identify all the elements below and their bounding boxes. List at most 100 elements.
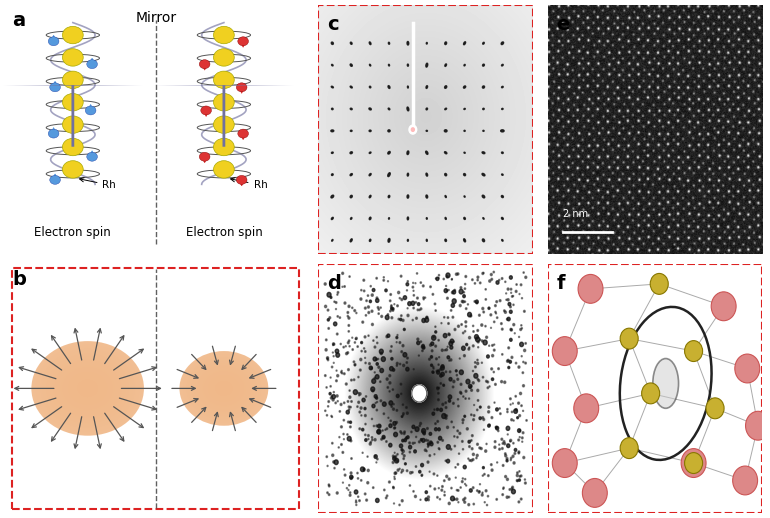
Circle shape <box>470 414 472 415</box>
Circle shape <box>525 276 527 279</box>
Circle shape <box>507 288 509 290</box>
Circle shape <box>345 383 347 385</box>
Circle shape <box>334 301 335 303</box>
Circle shape <box>425 439 427 441</box>
Circle shape <box>447 356 450 359</box>
Circle shape <box>364 307 367 309</box>
Circle shape <box>353 361 355 363</box>
Circle shape <box>343 439 344 440</box>
Circle shape <box>521 328 522 329</box>
Circle shape <box>469 445 470 448</box>
Circle shape <box>500 323 502 325</box>
Circle shape <box>386 497 387 499</box>
Circle shape <box>457 430 458 431</box>
Circle shape <box>350 440 352 442</box>
Circle shape <box>401 500 403 502</box>
Circle shape <box>182 353 266 423</box>
Circle shape <box>458 453 460 454</box>
Circle shape <box>189 359 258 418</box>
Circle shape <box>399 468 400 469</box>
Circle shape <box>380 400 382 402</box>
Circle shape <box>517 480 518 482</box>
Circle shape <box>415 301 417 303</box>
Circle shape <box>449 341 453 346</box>
Ellipse shape <box>350 108 352 110</box>
Circle shape <box>499 279 500 281</box>
Circle shape <box>330 397 332 399</box>
Circle shape <box>706 398 724 419</box>
Circle shape <box>474 283 476 284</box>
Circle shape <box>460 383 462 385</box>
Circle shape <box>75 378 100 399</box>
Circle shape <box>215 381 233 396</box>
Ellipse shape <box>501 64 504 66</box>
Circle shape <box>504 443 506 445</box>
Circle shape <box>464 501 466 503</box>
Circle shape <box>372 390 373 392</box>
Circle shape <box>208 375 239 401</box>
Circle shape <box>196 364 253 412</box>
Circle shape <box>506 457 508 459</box>
Circle shape <box>479 491 480 492</box>
Circle shape <box>366 396 367 397</box>
Circle shape <box>336 294 338 295</box>
Circle shape <box>464 288 466 290</box>
Circle shape <box>437 428 440 431</box>
Circle shape <box>324 375 326 377</box>
Ellipse shape <box>388 130 390 132</box>
Circle shape <box>486 336 487 338</box>
Circle shape <box>373 340 374 341</box>
Circle shape <box>348 317 350 319</box>
Circle shape <box>497 317 498 319</box>
Circle shape <box>385 315 389 320</box>
Circle shape <box>188 358 259 419</box>
Circle shape <box>434 303 436 305</box>
Circle shape <box>390 300 391 301</box>
Circle shape <box>359 393 361 395</box>
Circle shape <box>356 312 357 313</box>
Circle shape <box>510 328 512 330</box>
Circle shape <box>344 474 346 476</box>
Ellipse shape <box>350 174 353 176</box>
Ellipse shape <box>331 195 333 198</box>
Circle shape <box>62 138 83 156</box>
Circle shape <box>478 314 480 316</box>
Circle shape <box>478 380 480 382</box>
Circle shape <box>33 343 142 434</box>
Circle shape <box>507 478 508 481</box>
Circle shape <box>470 389 473 391</box>
Circle shape <box>350 477 352 480</box>
Circle shape <box>432 371 434 373</box>
Circle shape <box>462 478 464 479</box>
Ellipse shape <box>464 64 465 66</box>
Circle shape <box>481 340 483 342</box>
Ellipse shape <box>388 108 390 110</box>
Circle shape <box>489 280 490 282</box>
Circle shape <box>329 485 330 487</box>
Circle shape <box>438 436 442 440</box>
Circle shape <box>397 394 399 398</box>
Circle shape <box>351 458 352 459</box>
Circle shape <box>516 284 517 285</box>
Ellipse shape <box>501 152 504 153</box>
Circle shape <box>418 441 420 443</box>
Circle shape <box>504 381 506 383</box>
Circle shape <box>465 398 466 399</box>
Circle shape <box>445 407 447 409</box>
Circle shape <box>332 395 336 399</box>
Circle shape <box>477 341 479 343</box>
Circle shape <box>44 352 131 425</box>
Circle shape <box>501 354 503 355</box>
Circle shape <box>461 440 463 442</box>
Circle shape <box>334 467 335 469</box>
Circle shape <box>495 311 496 313</box>
Circle shape <box>377 358 379 359</box>
Ellipse shape <box>445 174 447 176</box>
Circle shape <box>340 443 343 445</box>
Circle shape <box>85 106 96 115</box>
Circle shape <box>434 488 436 490</box>
Circle shape <box>386 428 387 429</box>
Ellipse shape <box>482 86 484 88</box>
Circle shape <box>502 443 504 444</box>
Circle shape <box>483 467 484 469</box>
